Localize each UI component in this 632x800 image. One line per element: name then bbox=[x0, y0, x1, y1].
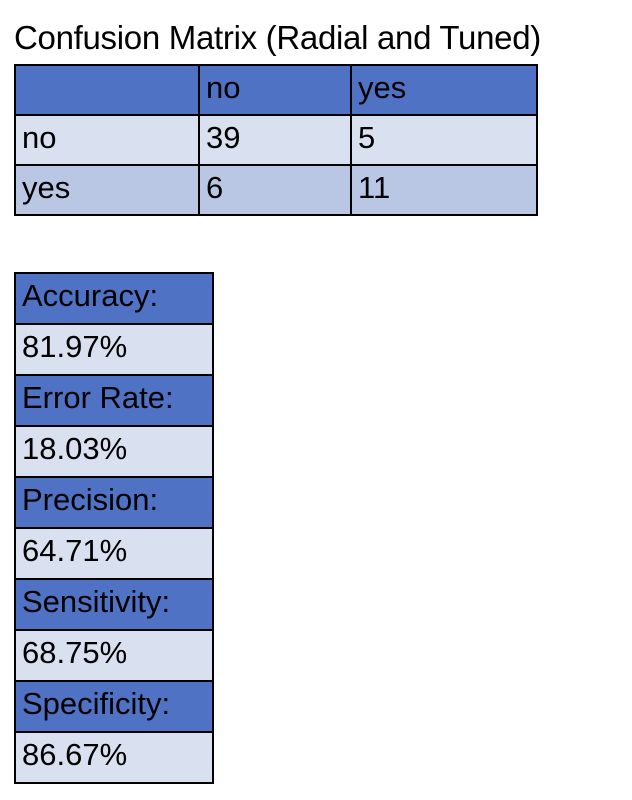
row-label-yes: yes bbox=[14, 164, 200, 216]
sensitivity-value: 68.75% bbox=[14, 629, 214, 682]
header-cell-corner bbox=[14, 64, 200, 116]
specificity-label: Specificity: bbox=[14, 680, 214, 733]
cell-no-no: 39 bbox=[198, 114, 352, 166]
table-row: yes 6 11 bbox=[14, 164, 538, 216]
header-cell-yes: yes bbox=[350, 64, 538, 116]
accuracy-value: 81.97% bbox=[14, 323, 214, 376]
error-rate-label: Error Rate: bbox=[14, 374, 214, 427]
confusion-matrix-table: no yes no 39 5 yes 6 11 bbox=[14, 64, 538, 216]
error-rate-value: 18.03% bbox=[14, 425, 214, 478]
header-cell-no: no bbox=[198, 64, 352, 116]
accuracy-label: Accuracy: bbox=[14, 272, 214, 325]
precision-label: Precision: bbox=[14, 476, 214, 529]
cell-yes-yes: 11 bbox=[350, 164, 538, 216]
table-header-row: no yes bbox=[14, 64, 538, 116]
row-label-no: no bbox=[14, 114, 200, 166]
table-row: no 39 5 bbox=[14, 114, 538, 166]
page-title: Confusion Matrix (Radial and Tuned) bbox=[14, 19, 541, 56]
cell-yes-no: 6 bbox=[198, 164, 352, 216]
precision-value: 64.71% bbox=[14, 527, 214, 580]
sensitivity-label: Sensitivity: bbox=[14, 578, 214, 631]
specificity-value: 86.67% bbox=[14, 731, 214, 784]
metrics-table: Accuracy: 81.97% Error Rate: 18.03% Prec… bbox=[14, 272, 214, 784]
cell-no-yes: 5 bbox=[350, 114, 538, 166]
